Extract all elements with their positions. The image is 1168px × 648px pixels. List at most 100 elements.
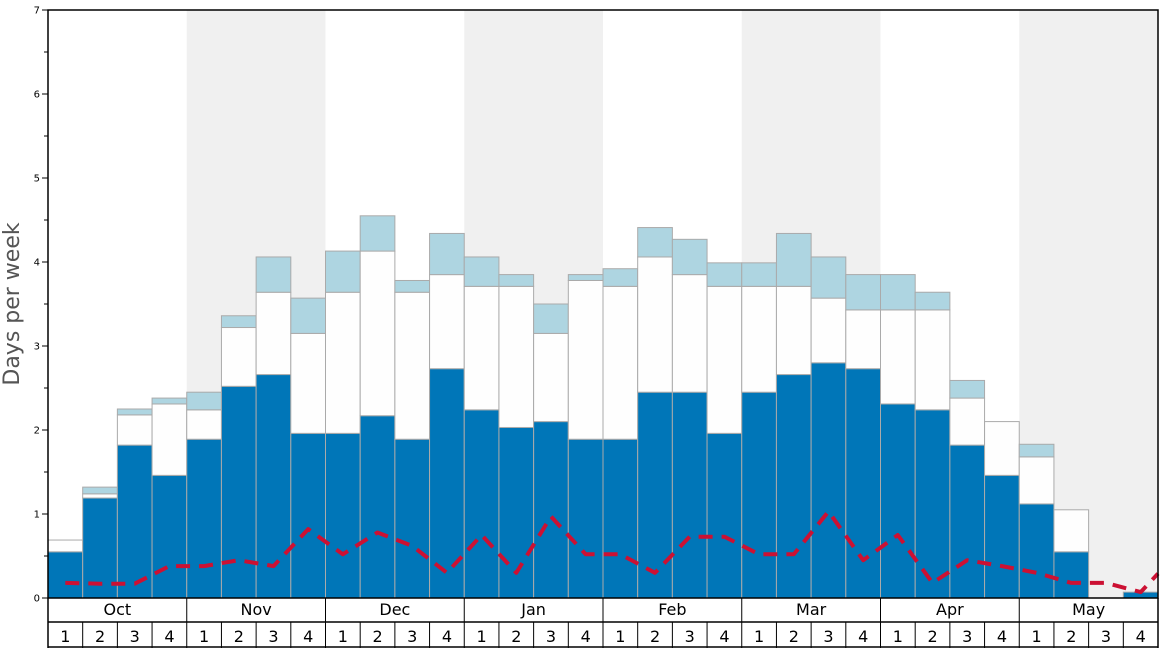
bar-dark-18 bbox=[671, 391, 708, 599]
bar-white-25 bbox=[914, 309, 951, 411]
bar-white-12 bbox=[463, 285, 500, 411]
bar-dark-3 bbox=[151, 474, 188, 599]
bar-white-10 bbox=[394, 291, 431, 440]
y-tick-label-3: 3 bbox=[34, 342, 40, 353]
week-label-29: 2 bbox=[1066, 627, 1076, 646]
bar-dark-8 bbox=[325, 432, 361, 599]
week-label-19: 4 bbox=[719, 627, 729, 646]
bar-white-26 bbox=[949, 397, 986, 446]
week-label-21: 2 bbox=[789, 627, 799, 646]
bar-light-1 bbox=[82, 486, 118, 495]
bar-dark-28 bbox=[1018, 503, 1055, 599]
bar-light-13 bbox=[498, 274, 535, 287]
week-label-16: 1 bbox=[615, 627, 625, 646]
week-label-9: 2 bbox=[372, 627, 382, 646]
week-label-17: 2 bbox=[650, 627, 660, 646]
week-label-27: 4 bbox=[997, 627, 1007, 646]
bar-dark-15 bbox=[567, 438, 604, 599]
week-label-10: 3 bbox=[407, 627, 417, 646]
bar-dark-26 bbox=[949, 444, 986, 599]
bar-white-19 bbox=[706, 285, 743, 434]
week-label-3: 4 bbox=[164, 627, 174, 646]
bar-dark-19 bbox=[706, 432, 743, 599]
bar-light-28 bbox=[1018, 443, 1055, 458]
bar-dark-9 bbox=[359, 415, 396, 599]
bar-white-21 bbox=[775, 285, 812, 376]
bar-white-11 bbox=[429, 274, 465, 370]
week-label-2: 3 bbox=[130, 627, 140, 646]
bar-white-14 bbox=[533, 332, 569, 423]
bar-dark-10 bbox=[394, 438, 431, 599]
bar-white-20 bbox=[741, 285, 777, 393]
bar-light-2 bbox=[116, 408, 153, 416]
bar-dark-2 bbox=[116, 444, 153, 599]
bar-white-6 bbox=[255, 291, 292, 376]
week-label-30: 3 bbox=[1101, 627, 1111, 646]
week-label-24: 1 bbox=[893, 627, 903, 646]
bar-light-21 bbox=[775, 232, 812, 287]
bar-dark-0 bbox=[47, 551, 84, 599]
y-tick-label-7: 7 bbox=[34, 6, 40, 17]
week-label-0: 1 bbox=[60, 627, 70, 646]
week-label-4: 1 bbox=[199, 627, 209, 646]
week-label-31: 4 bbox=[1136, 627, 1146, 646]
week-label-7: 4 bbox=[303, 627, 313, 646]
bar-dark-27 bbox=[984, 474, 1020, 599]
bar-light-6 bbox=[255, 256, 292, 293]
bar-light-22 bbox=[810, 256, 847, 299]
bar-dark-25 bbox=[914, 409, 951, 599]
bar-light-24 bbox=[880, 274, 916, 311]
bar-dark-20 bbox=[741, 391, 777, 599]
bar-light-3 bbox=[151, 397, 188, 405]
bar-dark-21 bbox=[775, 374, 812, 599]
bar-white-18 bbox=[671, 274, 708, 393]
week-label-20: 1 bbox=[754, 627, 764, 646]
x-axis: Oct Nov Dec Jan Feb Mar Apr May 1 2 3 4 1 2 3 4 1 2 3 4 1 2 3 4… bbox=[47, 598, 1159, 648]
y-tick-label-5: 5 bbox=[34, 174, 40, 185]
bar-light-25 bbox=[914, 291, 951, 311]
bar-light-4 bbox=[186, 391, 222, 411]
week-label-26: 3 bbox=[962, 627, 972, 646]
bar-white-15 bbox=[567, 279, 604, 440]
bar-light-14 bbox=[533, 303, 569, 334]
bar-light-11 bbox=[429, 232, 465, 276]
bar-light-26 bbox=[949, 379, 986, 399]
bar-light-9 bbox=[359, 215, 396, 252]
week-label-6: 3 bbox=[268, 627, 278, 646]
bar-light-7 bbox=[290, 297, 326, 334]
bar-dark-23 bbox=[845, 368, 881, 599]
week-label-23: 4 bbox=[858, 627, 868, 646]
week-label-13: 2 bbox=[511, 627, 521, 646]
month-label-dec: Dec bbox=[379, 600, 410, 619]
bar-light-5 bbox=[220, 315, 257, 329]
bar-dark-29 bbox=[1053, 551, 1090, 599]
week-label-14: 3 bbox=[546, 627, 556, 646]
bar-dark-17 bbox=[637, 391, 673, 599]
bar-white-0 bbox=[47, 539, 84, 553]
month-label-oct: Oct bbox=[104, 600, 132, 619]
bar-white-22 bbox=[810, 297, 847, 364]
month-label-jan: Jan bbox=[520, 600, 546, 619]
bar-dark-14 bbox=[533, 421, 569, 599]
dashed-trend-line-group bbox=[65, 509, 1160, 595]
y-axis-label: Days per week bbox=[0, 222, 25, 385]
bar-dark-24 bbox=[880, 403, 916, 599]
week-label-15: 4 bbox=[581, 627, 591, 646]
bar-white-4 bbox=[186, 409, 222, 440]
y-axis: 0 1 2 3 4 5 6 7 bbox=[34, 6, 48, 605]
bar-white-8 bbox=[325, 291, 361, 434]
bar-white-2 bbox=[116, 414, 153, 446]
bar-white-24 bbox=[880, 309, 916, 405]
bar-white-29 bbox=[1053, 509, 1090, 553]
month-label-mar: Mar bbox=[796, 600, 827, 619]
bar-light-10 bbox=[394, 279, 431, 293]
week-label-11: 4 bbox=[442, 627, 452, 646]
dashed-trend-line bbox=[65, 509, 1160, 595]
bar-white-17 bbox=[637, 256, 673, 393]
week-label-18: 3 bbox=[685, 627, 695, 646]
bar-light-12 bbox=[463, 256, 500, 287]
month-label-apr: Apr bbox=[936, 600, 964, 619]
bar-light-23 bbox=[845, 274, 881, 311]
month-label-nov: Nov bbox=[241, 600, 272, 619]
